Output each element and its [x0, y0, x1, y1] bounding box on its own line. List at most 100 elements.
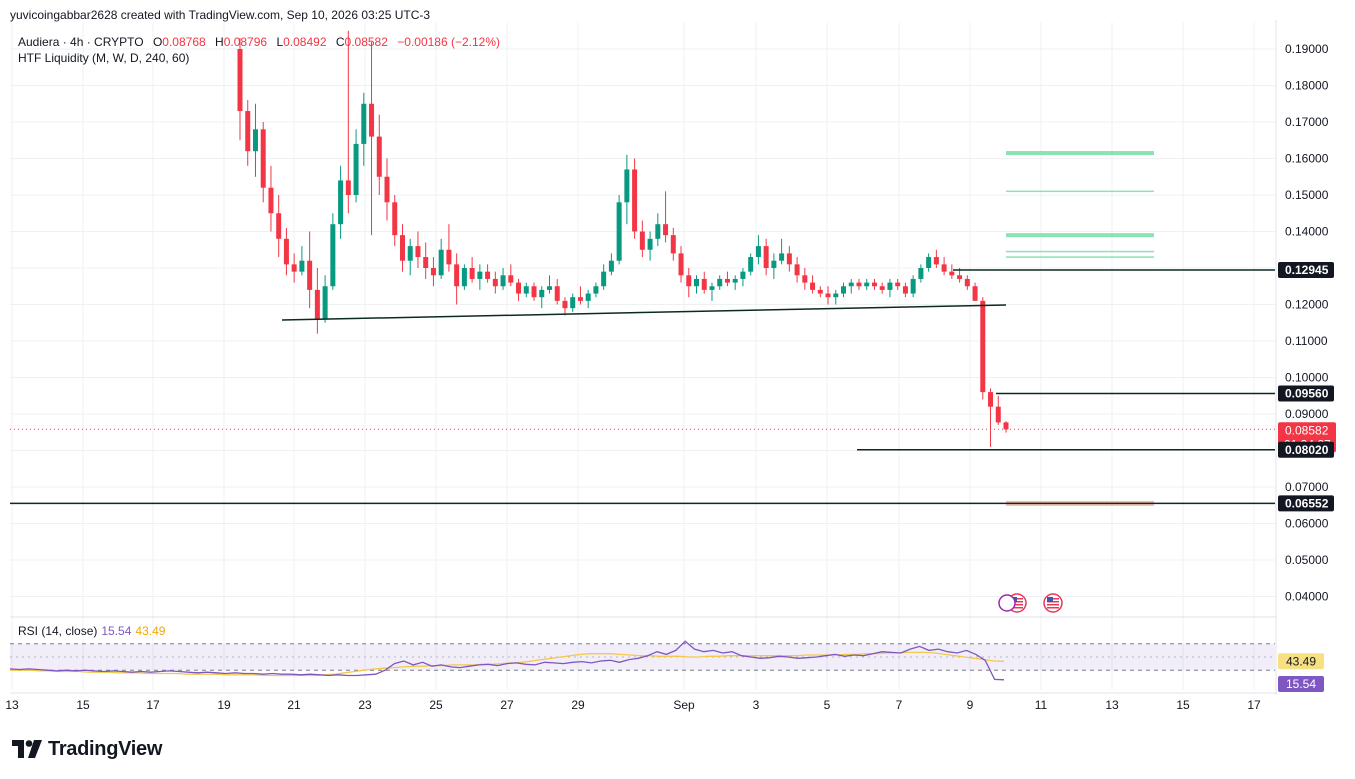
last-price-text: 0.08582 — [1285, 423, 1329, 437]
candle-body — [841, 286, 847, 294]
candle-body — [461, 268, 467, 287]
candle-body — [786, 253, 792, 265]
candle-body — [531, 286, 537, 298]
candle-body — [817, 289, 823, 294]
rsi-legend[interactable]: RSI (14, close) 15.54 43.49 — [18, 624, 165, 638]
y-tick-label: 0.10000 — [1285, 371, 1329, 385]
candle-body — [508, 275, 514, 283]
candle-body — [523, 286, 529, 294]
y-tick-label: 0.19000 — [1285, 42, 1329, 56]
candle-body — [237, 49, 243, 112]
candle-body — [608, 260, 614, 272]
change-value: −0.00186 (−2.12%) — [397, 35, 501, 49]
liquidity-zone — [1006, 233, 1154, 238]
candle-body — [701, 278, 707, 290]
candle-body — [740, 271, 746, 279]
liquidity-zone — [1006, 151, 1154, 156]
x-tick-label: 21 — [287, 698, 301, 712]
candle-body — [562, 300, 568, 309]
tradingview-brand: TradingView — [48, 737, 163, 760]
candle-body — [771, 260, 777, 268]
candle-body — [485, 271, 491, 279]
flag-stripe-icon — [1047, 607, 1059, 609]
candle-body — [492, 278, 498, 287]
candle-body — [539, 289, 545, 298]
candle-body — [926, 257, 932, 268]
low-value: 0.08492 — [283, 35, 327, 49]
x-tick-label: 17 — [1247, 698, 1261, 712]
candle-body — [430, 268, 436, 276]
x-tick-label: 9 — [967, 698, 974, 712]
level-price-text: 0.08020 — [1285, 443, 1329, 457]
symbol-name[interactable]: Audiera · 4h · CRYPTO — [18, 35, 144, 49]
x-tick-label: 13 — [1105, 698, 1119, 712]
candle-body — [995, 406, 1001, 423]
level-price-label[interactable] — [1278, 262, 1334, 279]
candle-body — [399, 235, 405, 261]
candle-body — [941, 264, 947, 272]
x-tick-label: 17 — [146, 698, 160, 712]
candle-body — [763, 246, 769, 268]
rsi-label: RSI (14, close) — [18, 624, 98, 638]
candle-body — [322, 286, 328, 320]
candle-body — [647, 238, 653, 250]
y-tick-label: 0.09000 — [1285, 407, 1329, 421]
candle-body — [554, 286, 560, 301]
level-price-text: 0.06552 — [1285, 496, 1329, 510]
y-tick-label: 0.18000 — [1285, 79, 1329, 93]
indicator-legend[interactable]: HTF Liquidity (M, W, D, 240, 60) — [18, 51, 190, 65]
tradingview-logo-icon — [12, 740, 42, 758]
candle-body — [516, 282, 522, 294]
candle-body — [879, 286, 885, 290]
trendline-support[interactable] — [281, 304, 1007, 321]
y-tick-label: 0.14000 — [1285, 225, 1329, 239]
earnings-event-icon[interactable] — [998, 594, 1016, 612]
y-tick-label: 0.15000 — [1285, 188, 1329, 202]
candle-body — [794, 264, 800, 276]
candle-body — [345, 180, 351, 195]
candle-body — [871, 282, 877, 287]
x-tick-label: Sep — [673, 698, 695, 712]
us-flag-event-icon[interactable] — [1043, 593, 1063, 613]
level-price-label[interactable] — [1278, 495, 1334, 512]
rsi-series — [9, 640, 1005, 681]
candle-body — [918, 268, 924, 279]
level-price-label[interactable] — [1278, 441, 1334, 458]
candle-body — [392, 202, 398, 236]
candle-body — [353, 143, 359, 195]
tradingview-logo[interactable]: TradingView — [12, 738, 162, 760]
x-tick-label: 7 — [896, 698, 903, 712]
candle-body — [291, 264, 297, 272]
y-tick-label: 0.06000 — [1285, 517, 1329, 531]
candle-body — [964, 278, 970, 287]
candle-body — [779, 253, 785, 261]
candle-body — [895, 282, 901, 287]
level-price-text: 0.12945 — [1285, 263, 1329, 277]
candle-body — [663, 224, 669, 236]
candle-body — [616, 202, 622, 261]
rsi-ma-axis-label — [1278, 653, 1324, 670]
level-price-label[interactable] — [1278, 385, 1334, 402]
x-tick-label: 25 — [429, 698, 443, 712]
y-tick-label: 0.07000 — [1285, 480, 1329, 494]
candle-body — [577, 297, 583, 301]
candle-body — [694, 278, 700, 287]
candle-body — [902, 286, 908, 294]
candle-body — [415, 246, 421, 258]
candle-body — [446, 249, 452, 265]
candle-body — [933, 257, 939, 265]
rsi-axis-text: 15.54 — [1286, 677, 1316, 691]
candle-body — [833, 293, 839, 298]
candle-body — [856, 282, 862, 287]
level-price-text: 0.09560 — [1285, 387, 1329, 401]
open-value: 0.08768 — [162, 35, 206, 49]
low-label: L — [276, 35, 284, 49]
candle-body — [438, 249, 444, 276]
candle-body — [338, 180, 344, 225]
candle-body — [639, 231, 645, 250]
y-tick-label: 0.12000 — [1285, 298, 1329, 312]
candle-body — [546, 286, 552, 290]
candle-body — [369, 103, 375, 137]
candle-body — [260, 129, 266, 188]
